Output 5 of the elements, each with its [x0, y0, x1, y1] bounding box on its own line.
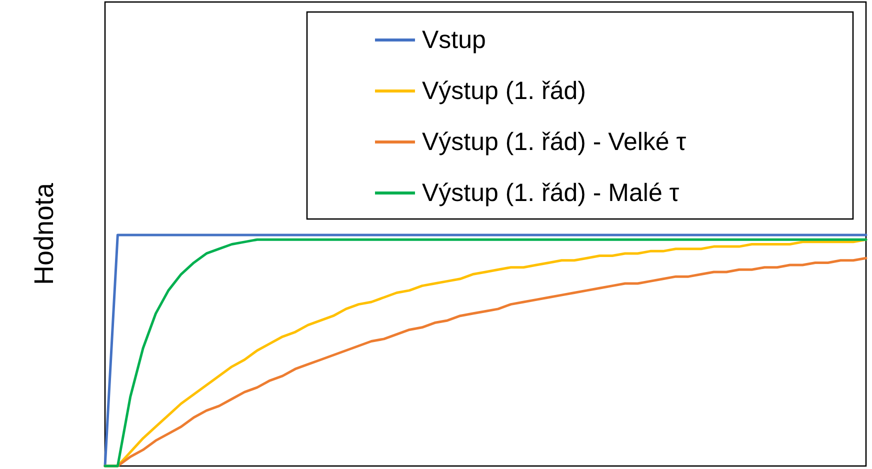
legend-label: Vstup: [422, 26, 486, 54]
legend-label: Výstup (1. řád) - Velké τ: [422, 128, 686, 156]
legend-label: Výstup (1. řád): [422, 77, 586, 105]
y-axis-title: Hodnota: [29, 182, 59, 286]
legend-label: Výstup (1. řád) - Malé τ: [422, 179, 680, 207]
